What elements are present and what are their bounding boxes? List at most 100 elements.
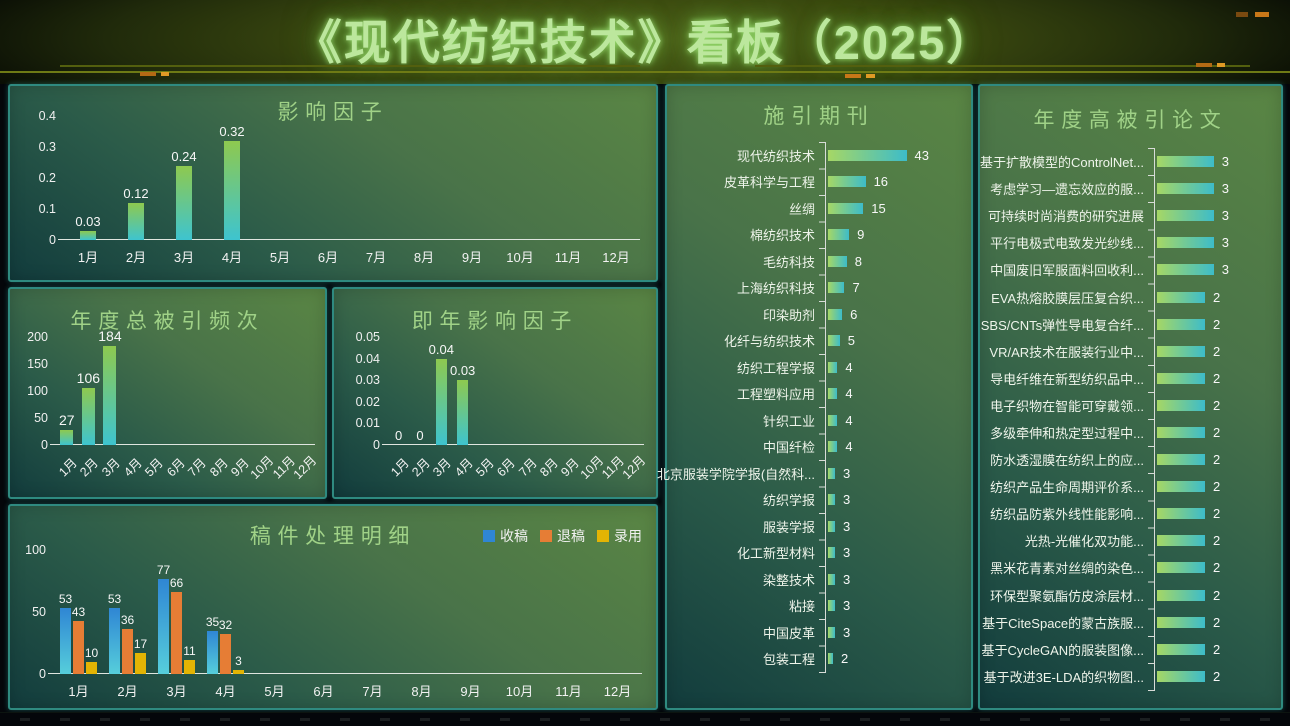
bar-current_year_impact-main-4[interactable] xyxy=(457,380,469,445)
bar-citing_journals-1[interactable] xyxy=(828,176,866,188)
bar-citing_journals-5[interactable] xyxy=(828,282,845,294)
bar-top_papers-17[interactable] xyxy=(1157,616,1205,628)
bar-top_papers-9[interactable] xyxy=(1157,399,1205,411)
bar-manuscripts-received-2[interactable] xyxy=(109,608,120,674)
bar-wrap: 53 xyxy=(108,592,121,674)
bar-manuscripts-received-4[interactable] xyxy=(207,630,218,674)
bar-top_papers-11[interactable] xyxy=(1157,454,1205,466)
y-axis-tick-label: 0.03 xyxy=(355,373,380,388)
bar-citing_journals-0[interactable] xyxy=(828,149,907,161)
bar-citing_journals-17[interactable] xyxy=(828,600,836,612)
bar-citing_journals-8[interactable] xyxy=(828,361,838,373)
manuscripts-panel: 稿件处理明细 0 50 100 53 43 10 1月 53 36 17 2月 77 66 11 3月 35 3… xyxy=(8,504,658,710)
bar-impact_factor-main-1[interactable] xyxy=(80,230,96,240)
bar-manuscripts-rejected-4[interactable] xyxy=(220,634,231,674)
bar-citing_journals-15[interactable] xyxy=(828,547,836,559)
bar-citing_journals-9[interactable] xyxy=(828,388,838,400)
bar-area: 3 xyxy=(825,519,965,534)
bar-top_papers-5[interactable] xyxy=(1157,291,1205,303)
bar-top_papers-4[interactable] xyxy=(1157,264,1214,276)
bar-citing_journals-11[interactable] xyxy=(828,441,838,453)
bar-top_papers-1[interactable] xyxy=(1157,183,1214,195)
bar-slot: 7月 xyxy=(348,550,397,699)
bar-citing_journals-18[interactable] xyxy=(828,626,836,638)
bar-top_papers-3[interactable] xyxy=(1157,237,1214,249)
bar-impact_factor-main-2[interactable] xyxy=(128,202,144,240)
bar-citing_journals-3[interactable] xyxy=(828,229,850,241)
bar-top_papers-12[interactable] xyxy=(1157,481,1205,493)
bar-top_papers-14[interactable] xyxy=(1157,535,1205,547)
bar-manuscripts-accepted-1[interactable] xyxy=(86,661,97,674)
hbar-row: 染整技术 3 xyxy=(675,566,965,593)
bar-top_papers-0[interactable] xyxy=(1157,156,1214,168)
bar-area: 2 xyxy=(1154,615,1275,630)
bar-citing_journals-14[interactable] xyxy=(828,520,836,532)
bar-value-label: 3 xyxy=(235,654,242,669)
panel-title-top-papers: 年度高被引论文 xyxy=(1033,109,1228,132)
bar-citing_journals-6[interactable] xyxy=(828,308,843,320)
legend-item-received[interactable]: 收稿 xyxy=(483,526,528,546)
bar-top_papers-7[interactable] xyxy=(1157,345,1205,357)
bar-top_papers-18[interactable] xyxy=(1157,643,1205,655)
y-axis-tick-label: 150 xyxy=(27,357,48,371)
bar-annual_citations-main-2[interactable] xyxy=(81,387,95,445)
bar-annual_citations-main-1[interactable] xyxy=(60,430,74,445)
bar-top_papers-13[interactable] xyxy=(1157,508,1205,520)
bar-value-label: 11 xyxy=(183,644,196,659)
bar-citing_journals-19[interactable] xyxy=(828,653,833,665)
bar-manuscripts-rejected-2[interactable] xyxy=(122,629,133,674)
bar-manuscripts-accepted-4[interactable] xyxy=(233,670,244,674)
bar-citing_journals-4[interactable] xyxy=(828,255,847,267)
hbar-row: 纺织学报 3 xyxy=(675,487,965,514)
x-axis-label: 10月 xyxy=(505,684,534,699)
bar-citing_journals-16[interactable] xyxy=(828,573,836,585)
bar-slot: 8月 xyxy=(537,337,561,480)
legend-item-accepted[interactable]: 录用 xyxy=(597,526,642,546)
bar-group: 53 43 10 xyxy=(59,550,98,674)
hbar-body: 基于扩散模型的ControlNet... 3 考虑学习—遗忘效应的服... 3 可持续时… xyxy=(980,148,1275,698)
bar-slot: 53 36 17 2月 xyxy=(103,550,152,699)
bar-top_papers-6[interactable] xyxy=(1157,318,1205,330)
bar-top_papers-15[interactable] xyxy=(1157,562,1205,574)
hbar-row: 针织工业 4 xyxy=(675,407,965,434)
bar-current_year_impact-main-3[interactable] xyxy=(435,358,447,445)
impact-factor-chart: 0 0.1 0.2 0.3 0.4 0.03 1月 0.12 2月 0.24 3月 0.32 4月 5月 6… xyxy=(10,86,656,280)
plot-area: 0 0.01 0.02 0.03 0.04 0.05 0 1月 0 2月 0.04 3月 0.03 4月 5… xyxy=(356,330,649,482)
bar-slot: 8月 xyxy=(207,337,231,480)
bar-citing_journals-7[interactable] xyxy=(828,335,840,347)
bar-top_papers-10[interactable] xyxy=(1157,426,1205,438)
bar-impact_factor-main-4[interactable] xyxy=(224,140,240,240)
bar-top_papers-19[interactable] xyxy=(1157,670,1205,682)
bar-area: 2 xyxy=(1154,533,1275,548)
bar-citing_journals-12[interactable] xyxy=(828,467,836,479)
y-axis-tick-label: 0.1 xyxy=(38,202,56,216)
bar-area: 2 xyxy=(1154,452,1275,467)
legend-item-rejected[interactable]: 退稿 xyxy=(540,526,585,546)
bar-value-label: 2 xyxy=(1213,668,1221,684)
y-axis-tick-label: 0.2 xyxy=(38,171,56,185)
bar-group: 184 xyxy=(98,328,122,445)
bar-area: 5 xyxy=(825,333,965,348)
bar-slot: 8月 xyxy=(400,116,448,265)
annual-citations-panel: 年度总被引频次 0 50 100 150 200 27 1月 106 2月 184 3月 4月 5月 6月… xyxy=(8,287,327,499)
bar-manuscripts-accepted-3[interactable] xyxy=(184,660,195,674)
bar-citing_journals-13[interactable] xyxy=(828,494,836,506)
bar-impact_factor-main-3[interactable] xyxy=(176,165,192,240)
bar-manuscripts-rejected-1[interactable] xyxy=(73,620,84,674)
bar-manuscripts-accepted-2[interactable] xyxy=(135,652,146,674)
bar-slots: 53 43 10 1月 53 36 17 2月 77 66 11 3月 35 32 3 4月 5月 6月 7月 8月 9… xyxy=(54,550,642,699)
bar-citing_journals-10[interactable] xyxy=(828,414,838,426)
bar-manuscripts-received-1[interactable] xyxy=(60,608,71,674)
bar-annual_citations-main-3[interactable] xyxy=(103,345,117,445)
bar-citing_journals-2[interactable] xyxy=(828,202,864,214)
bar-value-label: 4 xyxy=(845,386,853,402)
bar-manuscripts-rejected-3[interactable] xyxy=(171,592,182,674)
bar-top_papers-8[interactable] xyxy=(1157,372,1205,384)
bar-area: 3 xyxy=(825,466,965,481)
bar-slot: 4月 xyxy=(121,337,145,480)
bar-group: 27 xyxy=(59,337,75,445)
bar-top_papers-2[interactable] xyxy=(1157,210,1214,222)
bar-manuscripts-received-3[interactable] xyxy=(158,578,169,674)
bar-top_papers-16[interactable] xyxy=(1157,589,1205,601)
bar-slot: 6月 xyxy=(304,116,352,265)
